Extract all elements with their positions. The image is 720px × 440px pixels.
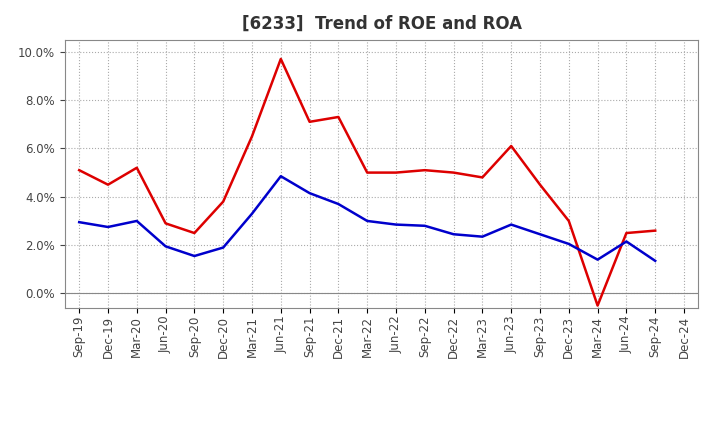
ROA: [420, 223, 429, 228]
ROA: [363, 218, 372, 224]
ROA: [190, 253, 199, 259]
ROE: [449, 170, 458, 175]
ROA: [651, 258, 660, 264]
ROE: [219, 199, 228, 204]
ROE: [507, 143, 516, 149]
ROA: [161, 244, 170, 249]
ROE: [564, 218, 573, 224]
ROE: [536, 182, 544, 187]
ROE: [104, 182, 112, 187]
ROA: [334, 202, 343, 207]
ROE: [248, 134, 256, 139]
ROA: [536, 231, 544, 237]
ROA: [564, 241, 573, 246]
ROA: [104, 224, 112, 230]
ROE: [392, 170, 400, 175]
ROA: [75, 220, 84, 225]
ROA: [132, 218, 141, 224]
ROA: [507, 222, 516, 227]
ROA: [392, 222, 400, 227]
ROE: [190, 231, 199, 236]
ROE: [75, 168, 84, 173]
ROE: [622, 231, 631, 236]
ROE: [363, 170, 372, 175]
ROE: [478, 175, 487, 180]
ROE: [305, 119, 314, 125]
ROA: [248, 211, 256, 216]
Line: ROE: ROE: [79, 59, 655, 306]
ROA: [305, 191, 314, 196]
ROE: [161, 221, 170, 226]
ROA: [478, 234, 487, 239]
ROA: [276, 173, 285, 179]
Title: [6233]  Trend of ROE and ROA: [6233] Trend of ROE and ROA: [242, 15, 521, 33]
ROE: [593, 303, 602, 308]
ROA: [449, 231, 458, 237]
ROE: [651, 228, 660, 233]
ROA: [593, 257, 602, 262]
ROE: [334, 114, 343, 120]
ROE: [420, 168, 429, 173]
ROE: [132, 165, 141, 170]
ROE: [276, 56, 285, 62]
ROA: [219, 245, 228, 250]
ROA: [622, 239, 631, 244]
Line: ROA: ROA: [79, 176, 655, 261]
